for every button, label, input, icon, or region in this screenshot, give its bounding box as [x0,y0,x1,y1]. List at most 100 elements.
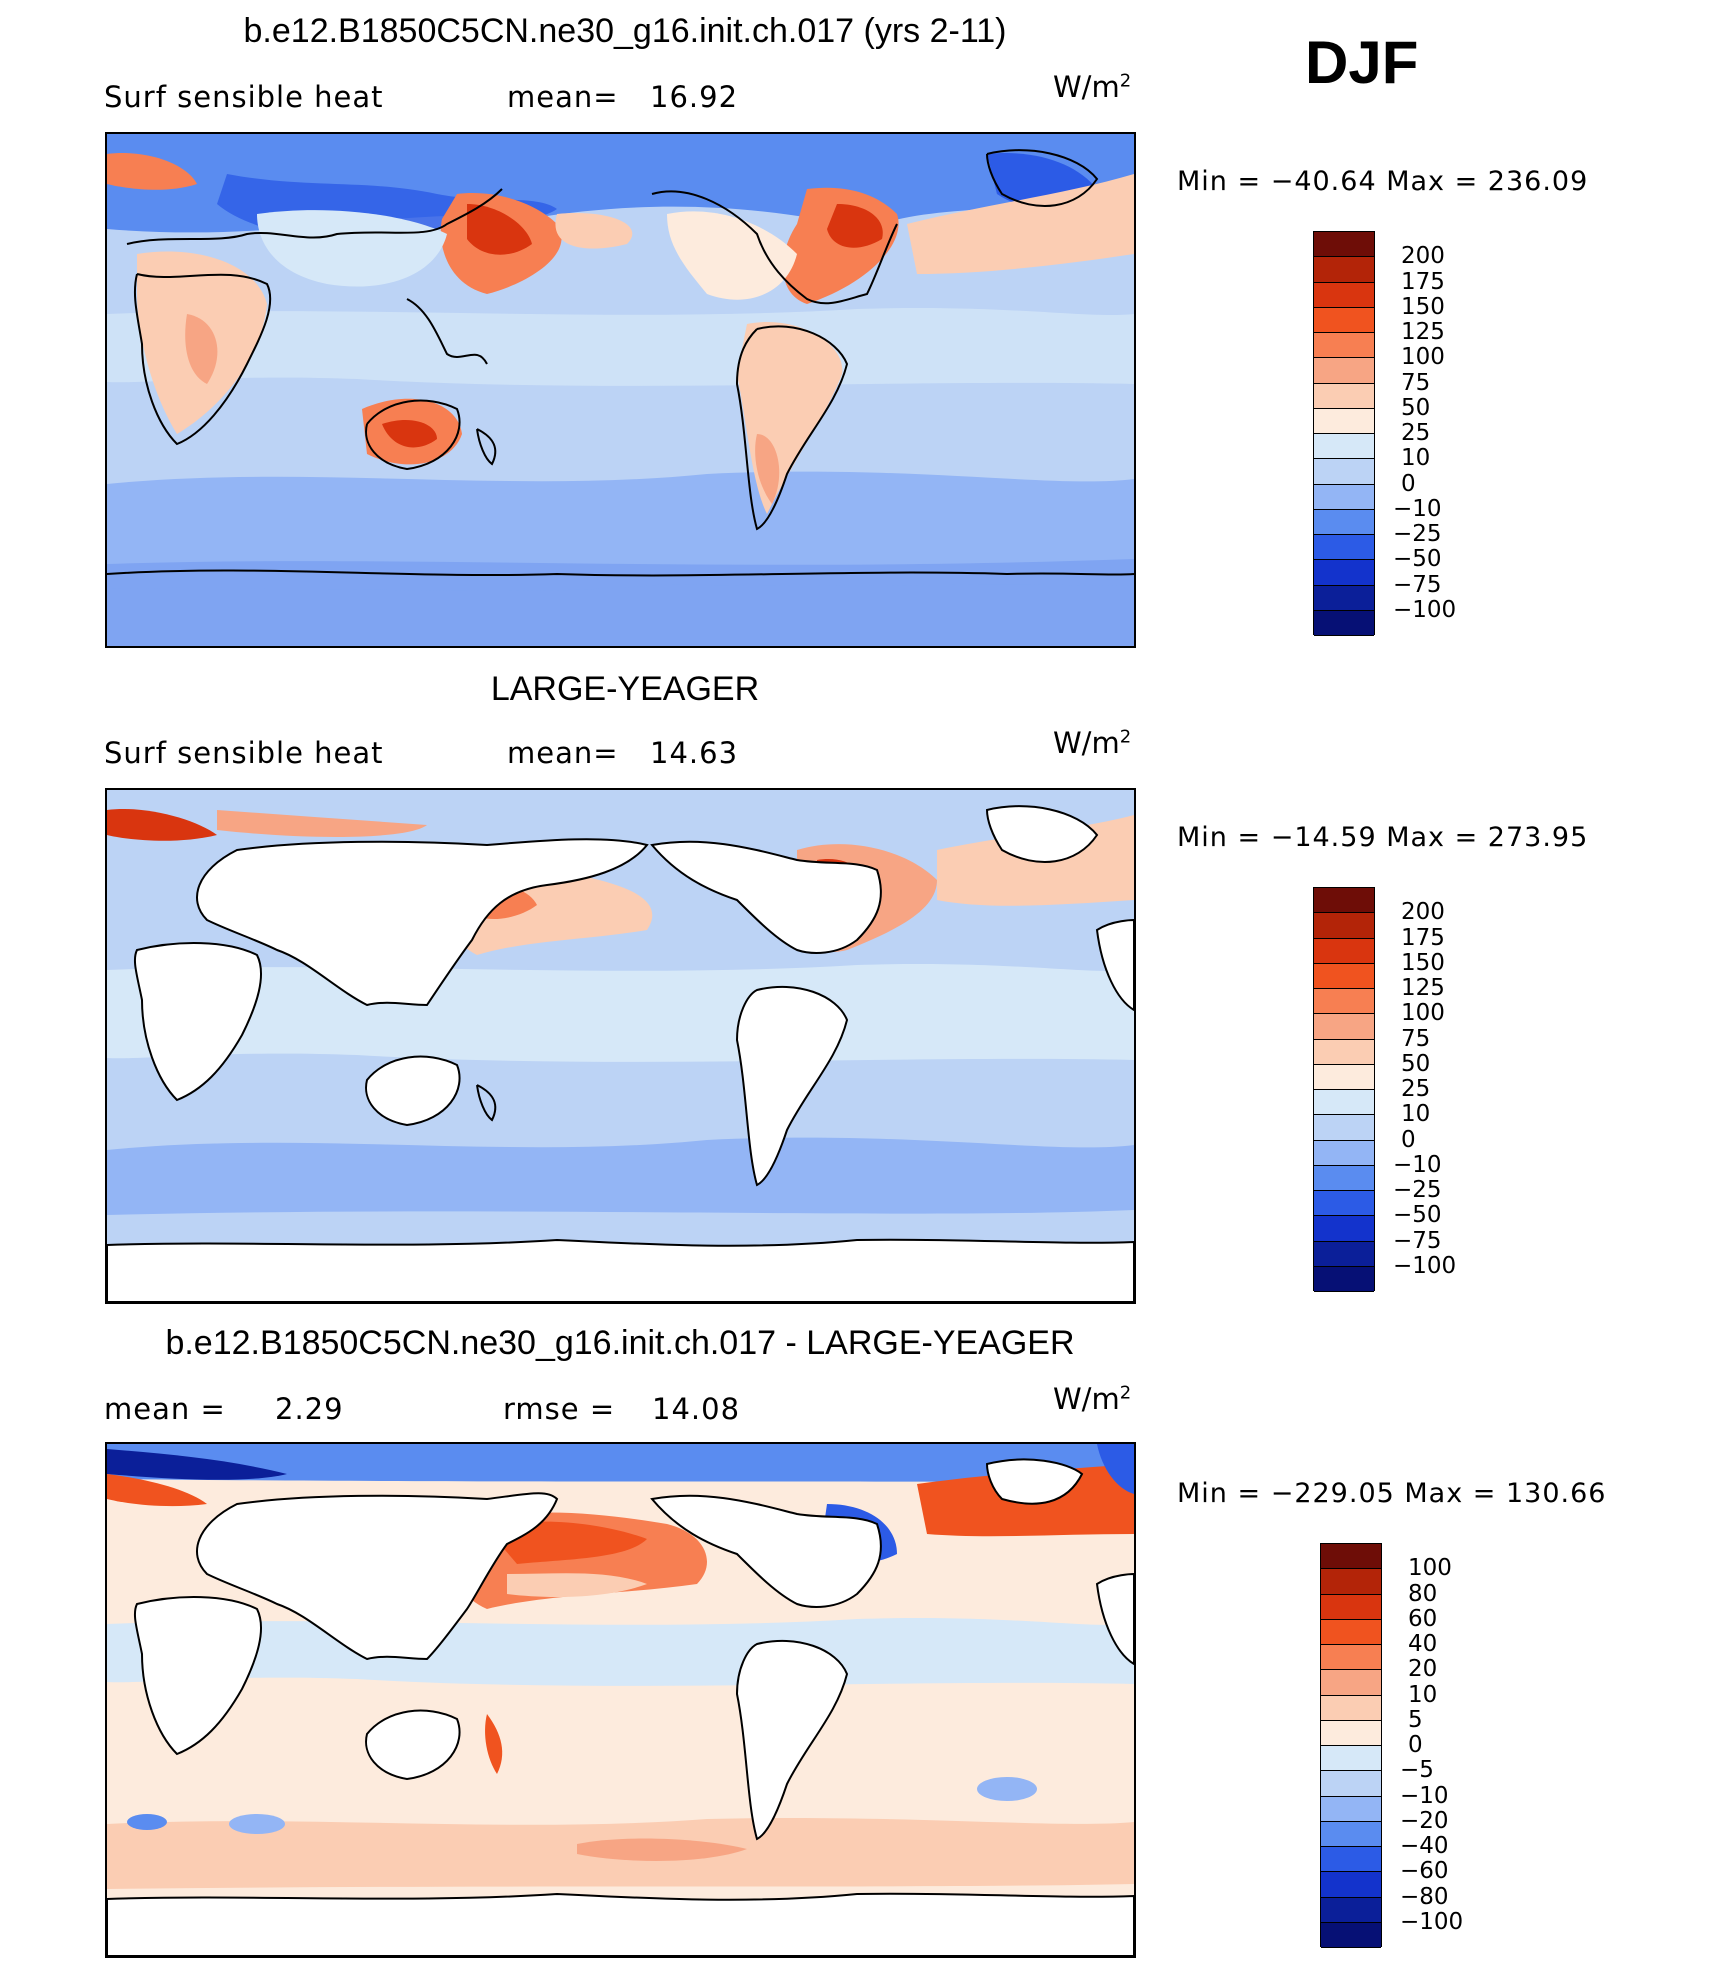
colorbar-swatch [1321,1544,1381,1570]
colorbar-swatch [1314,1064,1374,1090]
panel1-mean-label: mean= [507,80,619,114]
panel3-colorbar-boxes [1320,1543,1382,1948]
colorbar-swatch [1314,1039,1374,1065]
colorbar-tick-label: 100 [1401,344,1445,371]
panel1-title: b.e12.B1850C5CN.ne30_g16.init.ch.017 (yr… [243,12,1007,50]
colorbar-swatch [1314,535,1374,561]
colorbar-tick-label: 80 [1408,1580,1438,1607]
colorbar-swatch [1314,434,1374,460]
colorbar-swatch [1314,1014,1374,1040]
colorbar-tick-label: 125 [1401,319,1445,345]
colorbar-swatch [1321,1771,1381,1797]
panel2-variable-label: Surf sensible heat [104,736,384,770]
colorbar-tick-label: 25 [1401,1076,1431,1102]
panel2-mean-label: mean= [507,736,619,770]
colorbar-swatch [1314,358,1374,384]
colorbar-tick-label: 100 [1408,1555,1452,1582]
colorbar-tick-label: 10 [1401,1101,1431,1128]
colorbar-swatch [1314,560,1374,586]
colorbar-tick-label: 40 [1408,1631,1438,1657]
colorbar-swatch [1321,1872,1381,1898]
panel1-min-max: Min = −40.64 Max = 236.09 [1177,166,1589,197]
colorbar-tick-label: −80 [1400,1883,1449,1910]
colorbar-swatch [1321,1796,1381,1822]
colorbar-swatch [1314,888,1374,914]
colorbar-swatch [1314,1140,1374,1166]
panel3-mean-value: 2.29 [275,1392,344,1426]
panel1-colorbar-boxes [1313,231,1375,636]
colorbar-tick-label: 0 [1408,1732,1423,1758]
colorbar-tick-label: −40 [1400,1833,1449,1859]
colorbar-swatch [1314,989,1374,1015]
colorbar-swatch [1314,1115,1374,1141]
panel3-units: W/m2 [1053,1382,1132,1416]
colorbar-tick-label: 50 [1401,394,1431,421]
colorbar-tick-label: 5 [1408,1706,1423,1733]
colorbar-swatch [1314,459,1374,485]
panel3-title: b.e12.B1850C5CN.ne30_g16.init.ch.017 - L… [165,1324,1075,1362]
colorbar-swatch [1314,1191,1374,1217]
panel2-min-max: Min = −14.59 Max = 273.95 [1177,822,1589,853]
season-label: DJF [1305,29,1419,96]
colorbar-swatch [1321,1897,1381,1923]
colorbar-tick-label: 10 [1401,445,1431,472]
panel1-variable-label: Surf sensible heat [104,80,384,114]
colorbar-tick-label: −100 [1393,1252,1457,1279]
colorbar-tick-label: 175 [1401,268,1445,295]
colorbar-tick-label: −50 [1393,546,1442,573]
colorbar-tick-label: −60 [1400,1858,1449,1885]
colorbar-tick-label: 0 [1401,1126,1416,1153]
colorbar-swatch [1314,1090,1374,1116]
colorbar-swatch [1314,408,1374,434]
colorbar-tick-label: 100 [1401,1000,1445,1027]
colorbar-swatch [1314,282,1374,308]
colorbar-swatch [1314,938,1374,964]
colorbar-tick-label: −10 [1393,1151,1442,1178]
colorbar-swatch [1314,509,1374,535]
colorbar-tick-label: 25 [1401,420,1431,446]
colorbar-swatch [1314,307,1374,333]
panel1-units: W/m2 [1053,70,1132,104]
colorbar-swatch [1314,1266,1374,1292]
colorbar-tick-label: −75 [1393,1227,1442,1254]
panel2-title: LARGE-YEAGER [490,670,760,708]
colorbar-tick-label: 200 [1401,243,1445,270]
colorbar-swatch [1314,963,1374,989]
colorbar-tick-label: 0 [1401,470,1416,497]
colorbar-tick-label: 10 [1408,1681,1438,1708]
colorbar-tick-label: −100 [1393,596,1457,623]
colorbar-tick-label: 60 [1408,1605,1438,1632]
colorbar-swatch [1321,1821,1381,1847]
colorbar-tick-label: −100 [1400,1908,1464,1935]
colorbar-swatch [1321,1847,1381,1873]
colorbar-swatch [1314,913,1374,939]
colorbar-tick-label: −20 [1400,1807,1449,1834]
colorbar-tick-label: 20 [1408,1656,1438,1683]
colorbar-swatch [1314,484,1374,510]
colorbar-tick-label: −75 [1393,571,1442,598]
colorbar-swatch [1321,1670,1381,1696]
colorbar-tick-label: 50 [1401,1050,1431,1077]
colorbar-swatch [1314,383,1374,409]
panel1-mean-value: 16.92 [650,80,739,114]
colorbar-swatch [1321,1720,1381,1746]
colorbar-tick-label: 175 [1401,924,1445,951]
colorbar-tick-label: −25 [1393,521,1442,547]
colorbar-swatch [1314,257,1374,283]
colorbar-swatch [1314,232,1374,258]
colorbar-swatch [1314,333,1374,359]
colorbar-swatch [1321,1619,1381,1645]
colorbar-tick-label: −25 [1393,1177,1442,1203]
colorbar-swatch [1321,1746,1381,1772]
colorbar-tick-label: −50 [1393,1202,1442,1229]
panel3-min-max: Min = −229.05 Max = 130.66 [1177,1478,1607,1509]
colorbar-tick-label: 75 [1401,1025,1431,1052]
colorbar-swatch [1314,585,1374,611]
colorbar-tick-label: 125 [1401,975,1445,1001]
colorbar-swatch [1314,1216,1374,1242]
colorbar-tick-label: 150 [1401,293,1445,320]
colorbar-swatch [1321,1922,1381,1948]
colorbar-tick-label: 200 [1401,899,1445,926]
panel3-rmse-value: 14.08 [652,1392,741,1426]
colorbar-tick-label: 75 [1401,369,1431,396]
